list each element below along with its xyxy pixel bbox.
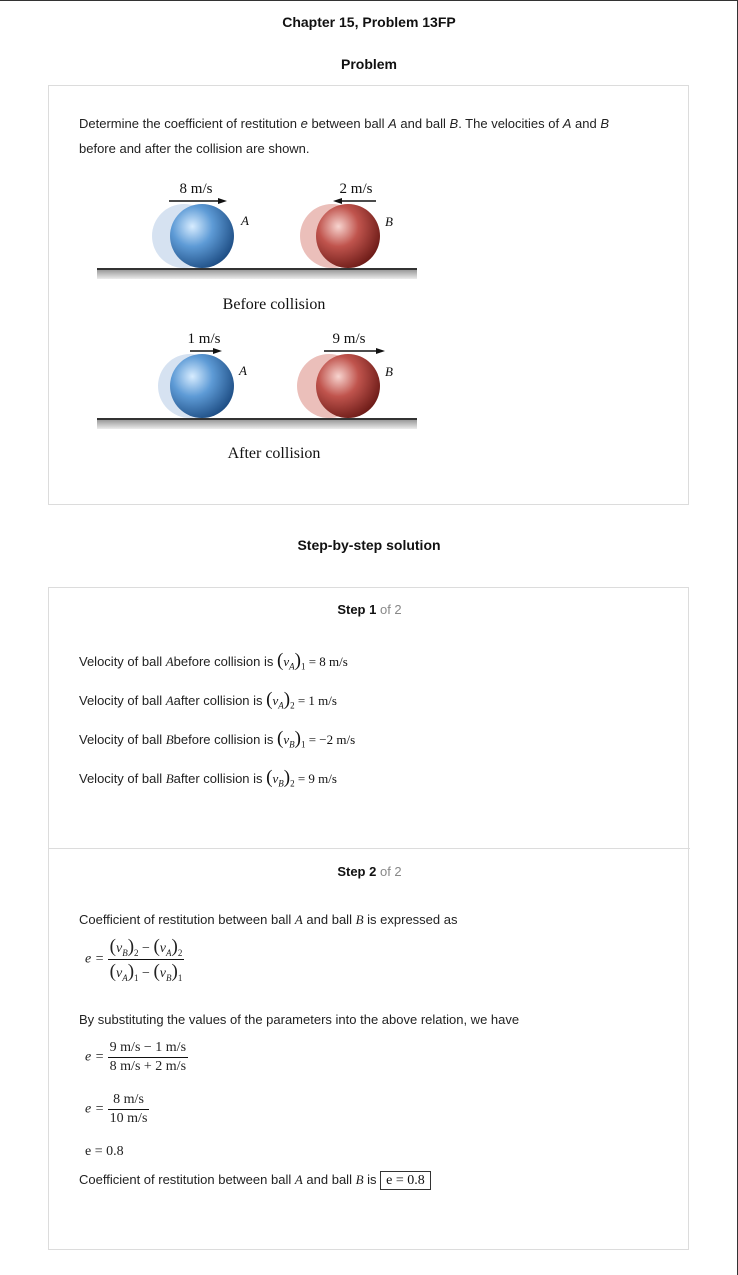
step-2: Step 2 of 2 Coefficient of restitution b… <box>49 850 690 1250</box>
ball-a-label: A <box>240 213 249 228</box>
before-va-label: 8 m/s <box>180 181 213 197</box>
answer-box: e = 0.8 <box>380 1171 431 1190</box>
before-vb-label: 2 m/s <box>340 181 373 197</box>
step-1-line-3: Velocity of ball Bbefore collision is (v… <box>79 728 356 750</box>
result-value: e = 0.8 <box>85 1144 124 1159</box>
step-2-title: Step 2 of 2 <box>337 864 402 879</box>
ball-a-label-after: A <box>238 363 247 378</box>
after-collision-scene: 1 m/s 9 m/s A B After collision <box>97 331 417 462</box>
simplified-formula: e = 8 m/s 10 m/s <box>85 1092 150 1126</box>
collision-figure: 8 m/s 2 m/s A B Before collision 1 m/s 9… <box>97 181 417 462</box>
step-1-line-2: Velocity of ball Aafter collision is (vA… <box>79 689 337 711</box>
page-title: Chapter 15, Problem 13FP <box>282 14 456 30</box>
substituted-formula: e = 9 m/s − 1 m/s 8 m/s + 2 m/s <box>85 1040 189 1074</box>
ball-a-after <box>170 354 234 418</box>
step-1-line-1: Velocity of ball Abefore collision is (v… <box>79 650 348 672</box>
step-1: Step 1 of 2 Velocity of ball Abefore col… <box>49 588 690 849</box>
ball-b-after <box>316 354 380 418</box>
before-caption: Before collision <box>223 296 326 313</box>
problem-statement: Determine the coefficient of restitution… <box>79 116 609 156</box>
ball-b-before <box>316 204 380 268</box>
before-collision-scene: 8 m/s 2 m/s A B Before collision <box>97 181 417 313</box>
ball-b-label-after: B <box>385 364 393 379</box>
ball-a-before <box>170 204 234 268</box>
substitution-text: By substituting the values of the parame… <box>79 1012 520 1027</box>
problem-heading: Problem <box>340 56 397 72</box>
ball-b-label: B <box>385 214 393 229</box>
step-1-title: Step 1 of 2 <box>337 602 402 617</box>
step-2-intro: Coefficient of restitution between ball … <box>79 912 458 927</box>
step-1-line-4: Velocity of ball Bafter collision is (vB… <box>79 767 337 789</box>
solution-heading: Step-by-step solution <box>297 537 441 553</box>
solution-card: Step 1 of 2 Velocity of ball Abefore col… <box>48 587 690 1250</box>
restitution-formula: e = (vB)2 − (vA)2 (vA)1 − (vB)1 <box>85 936 185 983</box>
after-caption: After collision <box>228 445 321 462</box>
after-va-label: 1 m/s <box>188 331 221 347</box>
problem-card: Determine the coefficient of restitution… <box>48 85 689 505</box>
final-answer: Coefficient of restitution between ball … <box>79 1171 431 1190</box>
after-vb-label: 9 m/s <box>333 331 366 347</box>
